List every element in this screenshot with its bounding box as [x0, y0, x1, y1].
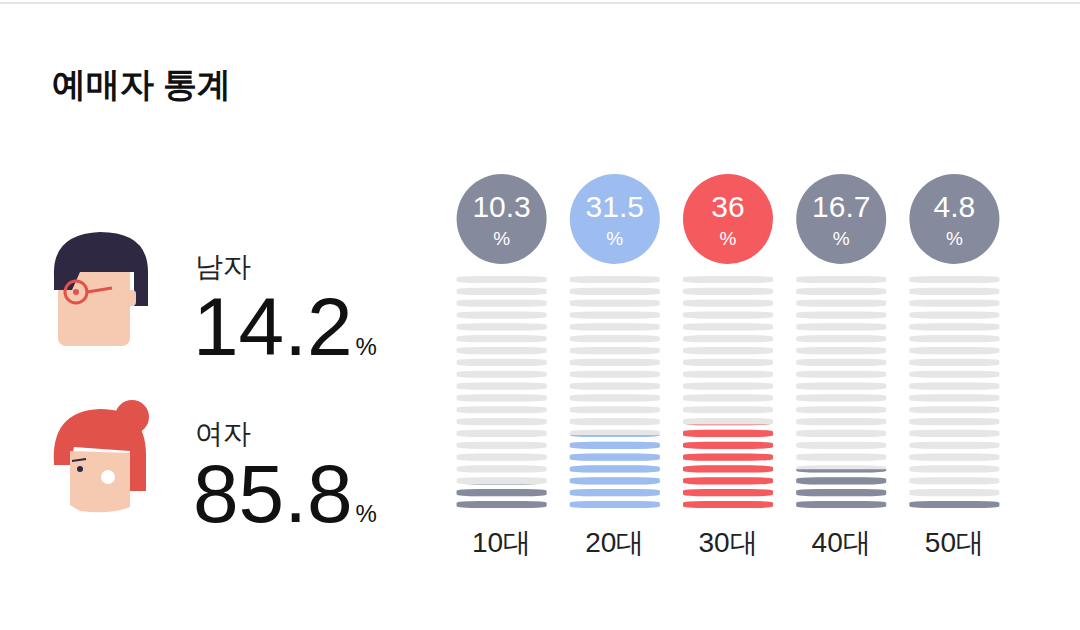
svg-text:%: %: [720, 228, 737, 249]
svg-text:%: %: [606, 228, 623, 249]
svg-text:4.8: 4.8: [934, 190, 976, 223]
svg-text:20대: 20대: [585, 527, 644, 558]
html-text:여자: 여자: [195, 418, 251, 449]
svg-text:%: %: [946, 228, 963, 249]
svg-text:31.5: 31.5: [586, 190, 644, 223]
html-text:남자: 남자: [195, 251, 251, 282]
svg-text:50대: 50대: [925, 527, 984, 558]
svg-text:40대: 40대: [812, 527, 871, 558]
svg-text:%: %: [833, 228, 850, 249]
svg-text:30대: 30대: [698, 527, 757, 558]
svg-text:10대: 10대: [472, 527, 531, 558]
html-text:14.2: 14.2: [193, 281, 353, 372]
svg-text:%: %: [493, 228, 510, 249]
svg-text:36: 36: [711, 190, 744, 223]
html-text:85.8: 85.8: [193, 448, 353, 539]
svg-text:10.3: 10.3: [472, 190, 530, 223]
svg-text:16.7: 16.7: [812, 190, 870, 223]
html-text:예매자 통계: 예매자 통계: [52, 65, 232, 103]
